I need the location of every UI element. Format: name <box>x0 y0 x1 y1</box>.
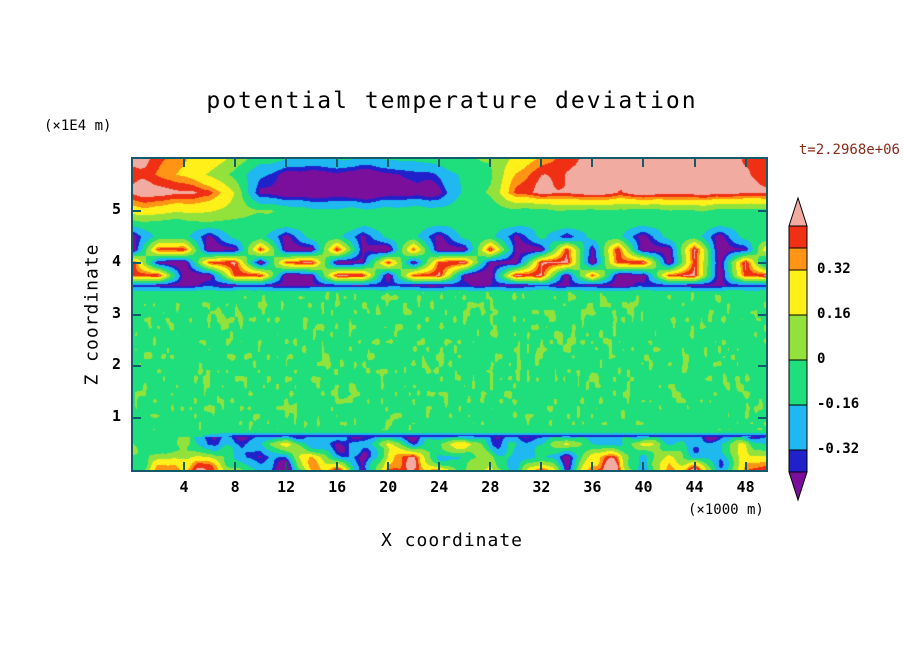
z-tick-mark <box>133 365 141 368</box>
colorbar-segment <box>788 225 808 249</box>
colorbar-label: 0.32 <box>817 261 851 277</box>
x-tick-mark <box>285 159 288 167</box>
z-tick-mark <box>758 365 766 368</box>
z-tick-mark <box>758 209 766 212</box>
colorbar-segment <box>788 196 808 227</box>
z-tick-mark <box>133 209 141 212</box>
colorbar-label: -0.16 <box>817 396 860 412</box>
colorbar-label: -0.32 <box>817 441 860 457</box>
x-tick-mark <box>540 159 543 167</box>
x-tick-mark <box>438 159 441 167</box>
time-label: t=2.2968e+06 <box>798 142 900 158</box>
colorbar-segment <box>788 314 808 361</box>
x-tick-mark <box>285 462 288 470</box>
x-tick-mark <box>234 159 237 167</box>
z-tick-label: 1 <box>111 407 121 426</box>
x-tick-label: 28 <box>481 478 500 496</box>
heatmap-canvas <box>133 159 766 470</box>
colorbar-label: 0.16 <box>817 306 851 322</box>
colorbar-segment <box>788 247 808 271</box>
x-tick-mark <box>438 462 441 470</box>
colorbar-segment <box>788 404 808 451</box>
x-tick-label: 24 <box>430 478 449 496</box>
colorbar-segment <box>788 359 808 406</box>
x-tick-label: 36 <box>583 478 602 496</box>
colorbar <box>788 196 808 502</box>
x-tick-label: 4 <box>179 478 189 496</box>
z-tick-mark <box>133 313 141 316</box>
chart-title: potential temperature deviation <box>206 88 698 114</box>
x-tick-mark <box>489 462 492 470</box>
x-tick-mark <box>642 462 645 470</box>
x-axis-unit-label: (×1000 m) <box>688 502 764 518</box>
colorbar-segment <box>788 269 808 316</box>
z-tick-mark <box>133 417 141 420</box>
x-tick-mark <box>693 462 696 470</box>
z-tick-label: 2 <box>111 355 121 374</box>
x-tick-mark <box>744 462 747 470</box>
colorbar-label: 0 <box>817 351 826 367</box>
x-tick-mark <box>234 462 237 470</box>
x-tick-label: 40 <box>634 478 653 496</box>
plot-frame <box>131 157 768 472</box>
x-tick-label: 12 <box>277 478 296 496</box>
colorbar-segment <box>788 471 808 502</box>
x-tick-mark <box>591 462 594 470</box>
x-tick-label: 32 <box>532 478 551 496</box>
z-tick-label: 3 <box>111 303 121 322</box>
x-tick-mark <box>387 462 390 470</box>
z-tick-label: 5 <box>111 199 121 218</box>
x-tick-mark <box>336 159 339 167</box>
x-tick-mark <box>183 462 186 470</box>
x-tick-label: 20 <box>379 478 398 496</box>
x-tick-label: 8 <box>230 478 240 496</box>
x-axis-label: X coordinate <box>380 530 524 551</box>
z-tick-mark <box>758 417 766 420</box>
colorbar-segment <box>788 449 808 473</box>
x-tick-label: 44 <box>685 478 704 496</box>
z-tick-label: 4 <box>111 251 121 270</box>
x-tick-label: 48 <box>736 478 755 496</box>
z-tick-mark <box>758 313 766 316</box>
x-tick-mark <box>540 462 543 470</box>
x-tick-mark <box>693 159 696 167</box>
x-tick-mark <box>183 159 186 167</box>
x-tick-mark <box>744 159 747 167</box>
x-tick-mark <box>387 159 390 167</box>
x-tick-mark <box>642 159 645 167</box>
z-axis-unit-label: (×1E4 m) <box>44 118 112 134</box>
x-tick-mark <box>591 159 594 167</box>
x-tick-mark <box>489 159 492 167</box>
x-tick-label: 16 <box>328 478 347 496</box>
z-tick-mark <box>133 261 141 264</box>
x-tick-mark <box>336 462 339 470</box>
z-tick-mark <box>758 261 766 264</box>
